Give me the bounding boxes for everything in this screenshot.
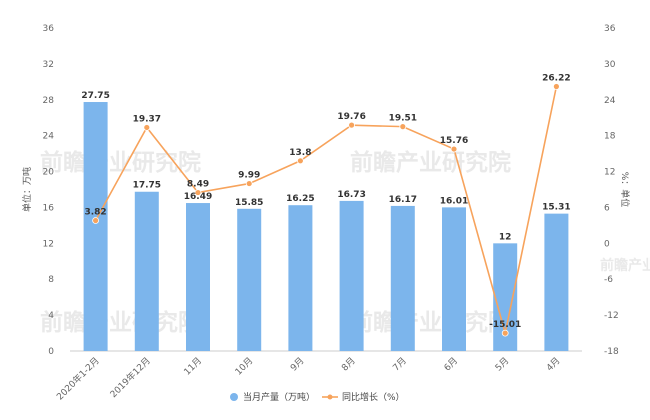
- watermarks: 前瞻产业研究院前瞻产业研究院前瞻产业研究院前瞻产业研究院前瞻产业研究院: [40, 149, 650, 336]
- legend-bar-label: 当月产量（万吨）: [243, 391, 315, 403]
- bar-value-label: 16.49: [184, 192, 212, 202]
- bar-value-label: 16.25: [286, 194, 314, 204]
- line-point: [296, 157, 304, 165]
- watermark-text: 前瞻产业研究院: [350, 149, 511, 176]
- right-y-tick-label: 12: [604, 168, 615, 178]
- right-y-axis-title: %：单位: [619, 172, 631, 208]
- left-y-tick-label: 16: [43, 203, 55, 213]
- line-value-label: 15.76: [440, 136, 468, 146]
- right-y-tick-label: 24: [604, 96, 616, 106]
- bar: [339, 200, 364, 351]
- bar: [186, 203, 210, 351]
- bar-value-label: 16.01: [440, 196, 468, 206]
- data-labels: 27.75 17.75 16.49 15.85 16.25 16.73 16.17 16.01…: [81, 73, 570, 330]
- line-point: [194, 189, 202, 196]
- left-y-tick-label: 4: [48, 311, 54, 321]
- line-value-label: 26.22: [542, 73, 570, 83]
- left-y-tick-label: 24: [43, 132, 55, 142]
- x-tick-label: 11月: [182, 355, 204, 377]
- bar: [442, 207, 466, 351]
- watermark-text: 前瞻产业研究院: [40, 149, 201, 176]
- line-value-label: -15.01: [489, 320, 521, 330]
- line-value-label: 19.37: [133, 114, 161, 124]
- line-value-label: 13.8: [289, 148, 311, 158]
- left-y-tick-label: 32: [43, 60, 54, 70]
- watermark-text: 前瞻产业研究院: [40, 309, 201, 336]
- line-point: [553, 83, 560, 90]
- line-point: [501, 329, 509, 337]
- bar-value-label: 15.31: [542, 203, 570, 213]
- x-tick-label: 7月: [391, 355, 409, 373]
- line-value-label: 19.51: [389, 114, 417, 124]
- right-y-tick-label: -12: [604, 311, 619, 321]
- bar: [237, 208, 262, 351]
- watermark-text: 前瞻产业研究院: [350, 309, 511, 336]
- x-tick-label: 2019年12月: [107, 355, 153, 401]
- bar-value-label: 16.73: [337, 190, 365, 200]
- left-y-tick-label: 20: [43, 168, 55, 178]
- right-y-tick-label: 36: [604, 24, 616, 34]
- right-y-tick-label: 0: [604, 239, 610, 249]
- bar-value-label: 16.17: [389, 195, 417, 205]
- x-tick-label: 9月: [288, 355, 306, 373]
- right-y-tick-label: 18: [604, 132, 616, 142]
- axes: 0 4 8 12 16 20 24 28 32 36 -18 -12 -6 0 6 12 18 24 30 36 单位：…: [21, 24, 631, 402]
- right-y-tick-label: 30: [604, 60, 616, 70]
- legend-bar-marker: [230, 393, 238, 401]
- legend-line-dot: [327, 394, 333, 400]
- line-point: [245, 180, 253, 187]
- line-value-label: 19.76: [337, 112, 365, 122]
- right-y-tick-label: 6: [604, 203, 610, 213]
- x-tick-label: 6月: [442, 355, 460, 373]
- left-y-tick-label: 36: [43, 24, 55, 34]
- bar: [134, 191, 159, 351]
- line-point: [348, 121, 356, 129]
- x-tick-label: 10月: [233, 355, 255, 377]
- line-point: [399, 123, 407, 131]
- left-y-tick-label: 12: [43, 239, 54, 249]
- line-value-label: 3.82: [84, 207, 106, 217]
- right-y-tick-label: -6: [604, 275, 613, 285]
- line-series: [92, 83, 560, 337]
- legend-line-label: 同比增长（%）: [342, 391, 405, 403]
- line-point: [450, 145, 458, 153]
- watermark-text: 前瞻产业研究院: [600, 257, 650, 274]
- bar: [544, 213, 569, 351]
- line-value-label: 8.49: [187, 180, 209, 190]
- bar-value-label: 15.85: [235, 198, 263, 208]
- bar: [390, 205, 415, 351]
- bar-series: [83, 102, 569, 351]
- growth-line: [94, 86, 558, 334]
- bar: [288, 205, 313, 351]
- bar-value-label: 12: [499, 232, 512, 242]
- legend: 当月产量（万吨） 同比增长（%）: [230, 391, 405, 403]
- bar-value-label: 27.75: [81, 91, 109, 101]
- left-y-axis-title: 单位：万吨: [21, 167, 33, 212]
- line-point: [143, 124, 151, 131]
- right-y-tick-label: -18: [604, 347, 619, 357]
- line-point: [92, 217, 99, 224]
- left-y-tick-label: 0: [48, 347, 54, 357]
- bar-value-label: 17.75: [133, 181, 161, 191]
- left-y-tick-label: 28: [43, 96, 55, 106]
- left-y-tick-label: 8: [48, 275, 54, 285]
- line-value-label: 9.99: [238, 171, 260, 181]
- bar: [83, 102, 108, 351]
- x-tick-label: 4月: [544, 355, 562, 373]
- x-tick-label: 8月: [340, 355, 358, 373]
- x-tick-label: 2020年1-2月: [54, 355, 102, 403]
- x-tick-label: 5月: [493, 355, 511, 373]
